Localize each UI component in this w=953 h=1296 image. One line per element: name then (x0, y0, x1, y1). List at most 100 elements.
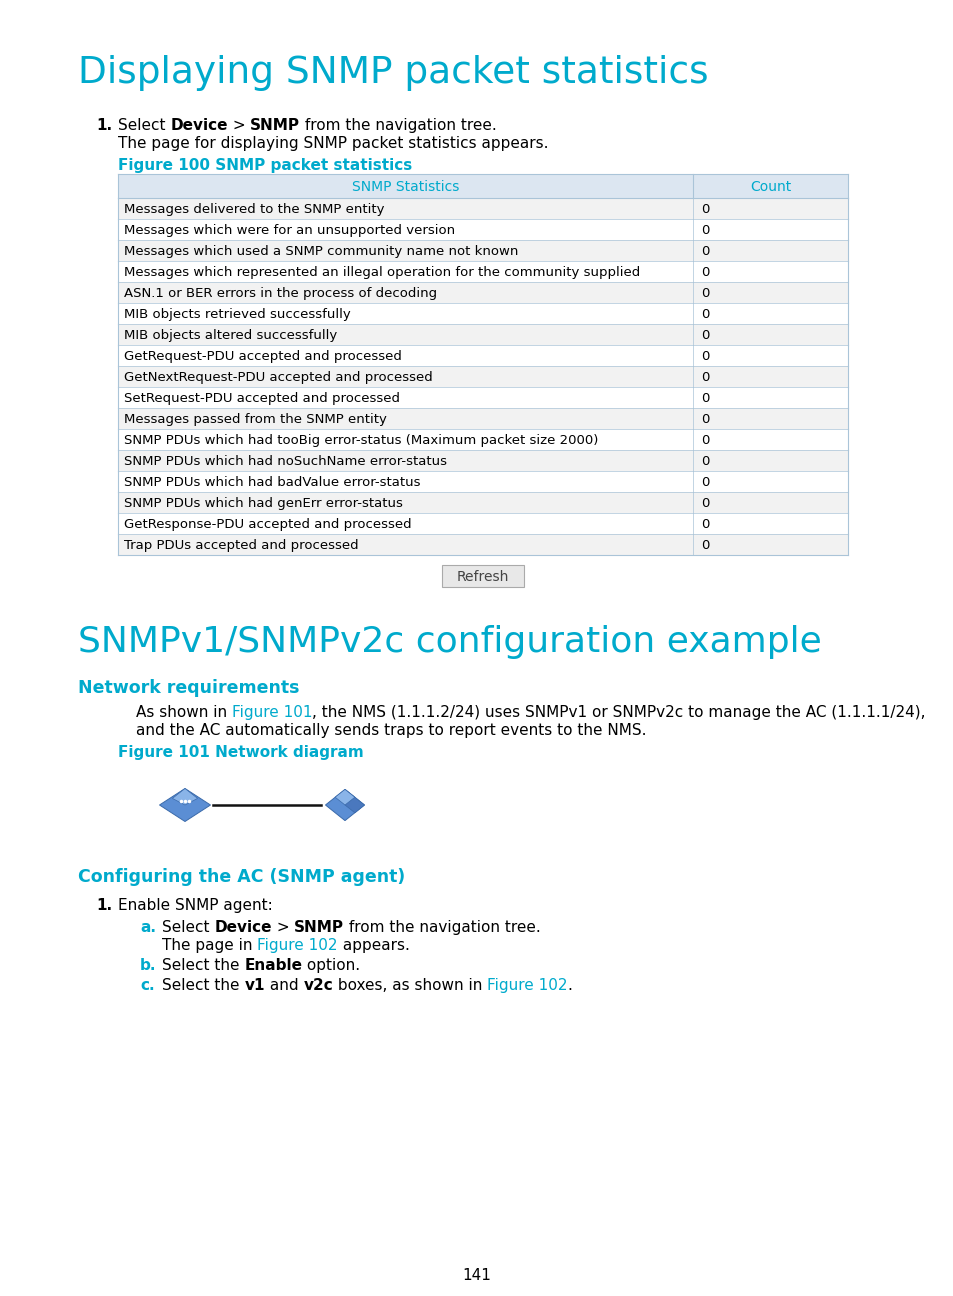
Text: Messages which represented an illegal operation for the community supplied: Messages which represented an illegal op… (124, 266, 639, 279)
Text: Messages passed from the SNMP entity: Messages passed from the SNMP entity (124, 413, 387, 426)
Text: 0: 0 (700, 224, 709, 237)
Text: Select: Select (162, 920, 214, 934)
Text: 0: 0 (700, 286, 709, 299)
Text: 0: 0 (700, 350, 709, 363)
Text: 0: 0 (700, 518, 709, 531)
Text: from the navigation tree.: from the navigation tree. (344, 920, 540, 934)
Text: Messages which were for an unsupported version: Messages which were for an unsupported v… (124, 224, 455, 237)
Text: .: . (567, 978, 572, 993)
Text: Enable SNMP agent:: Enable SNMP agent: (118, 898, 273, 912)
Text: >: > (272, 920, 294, 934)
Polygon shape (345, 789, 364, 813)
Text: and the AC automatically sends traps to report events to the NMS.: and the AC automatically sends traps to … (136, 723, 646, 737)
Polygon shape (325, 789, 364, 820)
Bar (118, 283, 847, 303)
Bar (118, 303, 847, 324)
Bar (118, 534, 847, 555)
Text: 0: 0 (700, 413, 709, 426)
Text: SNMP: SNMP (294, 920, 344, 934)
Bar (118, 388, 847, 408)
Text: ASN.1 or BER errors in the process of decoding: ASN.1 or BER errors in the process of de… (124, 286, 436, 299)
Text: Select the: Select the (162, 958, 244, 973)
Text: MIB objects altered successfully: MIB objects altered successfully (124, 329, 337, 342)
Text: Select: Select (118, 118, 171, 133)
Text: The page for displaying SNMP packet statistics appears.: The page for displaying SNMP packet stat… (118, 136, 548, 152)
Text: MIB objects retrieved successfully: MIB objects retrieved successfully (124, 308, 351, 321)
Text: Select the: Select the (162, 978, 244, 993)
Text: SNMP Statistics: SNMP Statistics (352, 180, 458, 194)
Bar (118, 324, 847, 345)
Text: Device: Device (171, 118, 228, 133)
Text: Messages delivered to the SNMP entity: Messages delivered to the SNMP entity (124, 203, 384, 216)
Bar (118, 198, 847, 219)
Text: 0: 0 (700, 308, 709, 321)
Bar (118, 219, 847, 240)
Text: SetRequest-PDU accepted and processed: SetRequest-PDU accepted and processed (124, 391, 399, 404)
Text: Messages which used a SNMP community name not known: Messages which used a SNMP community nam… (124, 245, 517, 258)
Bar (118, 260, 847, 283)
Text: Device: Device (214, 920, 272, 934)
Bar (118, 365, 847, 388)
Text: 0: 0 (700, 539, 709, 552)
Bar (118, 345, 847, 365)
Text: 0: 0 (700, 476, 709, 489)
Polygon shape (159, 788, 211, 822)
Text: Network requirements: Network requirements (78, 679, 299, 697)
Text: c.: c. (140, 978, 154, 993)
Text: >: > (228, 118, 250, 133)
Text: GetResponse-PDU accepted and processed: GetResponse-PDU accepted and processed (124, 518, 411, 531)
Text: appears.: appears. (337, 938, 410, 953)
Text: Trap PDUs accepted and processed: Trap PDUs accepted and processed (124, 539, 358, 552)
Text: SNMP: SNMP (250, 118, 300, 133)
Text: Count: Count (749, 180, 790, 194)
Text: SNMP PDUs which had tooBig error-status (Maximum packet size 2000): SNMP PDUs which had tooBig error-status … (124, 434, 598, 447)
Text: a.: a. (140, 920, 156, 934)
Bar (118, 174, 847, 198)
Polygon shape (335, 789, 355, 805)
Text: boxes, as shown in: boxes, as shown in (333, 978, 487, 993)
Bar (118, 492, 847, 513)
Bar (118, 240, 847, 260)
Text: Figure 100 SNMP packet statistics: Figure 100 SNMP packet statistics (118, 158, 412, 172)
Bar (118, 470, 847, 492)
Text: 0: 0 (700, 329, 709, 342)
Text: option.: option. (302, 958, 360, 973)
Text: Figure 102: Figure 102 (487, 978, 567, 993)
Text: and: and (265, 978, 303, 993)
FancyBboxPatch shape (441, 565, 523, 587)
Text: Figure 101: Figure 101 (232, 705, 313, 721)
Text: 1.: 1. (96, 118, 112, 133)
Text: from the navigation tree.: from the navigation tree. (300, 118, 497, 133)
Text: b.: b. (140, 958, 156, 973)
Text: SNMPv1/SNMPv2c configuration example: SNMPv1/SNMPv2c configuration example (78, 625, 821, 658)
Text: GetNextRequest-PDU accepted and processed: GetNextRequest-PDU accepted and processe… (124, 371, 433, 384)
Text: SNMP PDUs which had badValue error-status: SNMP PDUs which had badValue error-statu… (124, 476, 420, 489)
Text: 0: 0 (700, 496, 709, 511)
Text: Refresh: Refresh (456, 570, 509, 584)
Text: 0: 0 (700, 245, 709, 258)
Text: v1: v1 (244, 978, 265, 993)
Text: SNMP PDUs which had noSuchName error-status: SNMP PDUs which had noSuchName error-sta… (124, 455, 447, 468)
Text: v2c: v2c (303, 978, 333, 993)
Text: The page in: The page in (162, 938, 257, 953)
Text: 0: 0 (700, 434, 709, 447)
Bar (118, 408, 847, 429)
Polygon shape (172, 788, 197, 805)
Text: Configuring the AC (SNMP agent): Configuring the AC (SNMP agent) (78, 868, 405, 886)
Text: , the NMS (1.1.1.2/24) uses SNMPv1 or SNMPv2c to manage the AC (1.1.1.1/24),: , the NMS (1.1.1.2/24) uses SNMPv1 or SN… (313, 705, 925, 721)
Text: 0: 0 (700, 371, 709, 384)
Text: 1.: 1. (96, 898, 112, 912)
Text: Displaying SNMP packet statistics: Displaying SNMP packet statistics (78, 54, 708, 91)
Text: 141: 141 (462, 1267, 491, 1283)
Text: 0: 0 (700, 203, 709, 216)
Text: Figure 102: Figure 102 (257, 938, 337, 953)
Text: Enable: Enable (244, 958, 302, 973)
Text: GetRequest-PDU accepted and processed: GetRequest-PDU accepted and processed (124, 350, 401, 363)
Text: 0: 0 (700, 455, 709, 468)
Text: 0: 0 (700, 266, 709, 279)
Bar (118, 450, 847, 470)
Text: 0: 0 (700, 391, 709, 404)
Bar (118, 513, 847, 534)
Bar (118, 429, 847, 450)
Text: Figure 101 Network diagram: Figure 101 Network diagram (118, 745, 363, 759)
